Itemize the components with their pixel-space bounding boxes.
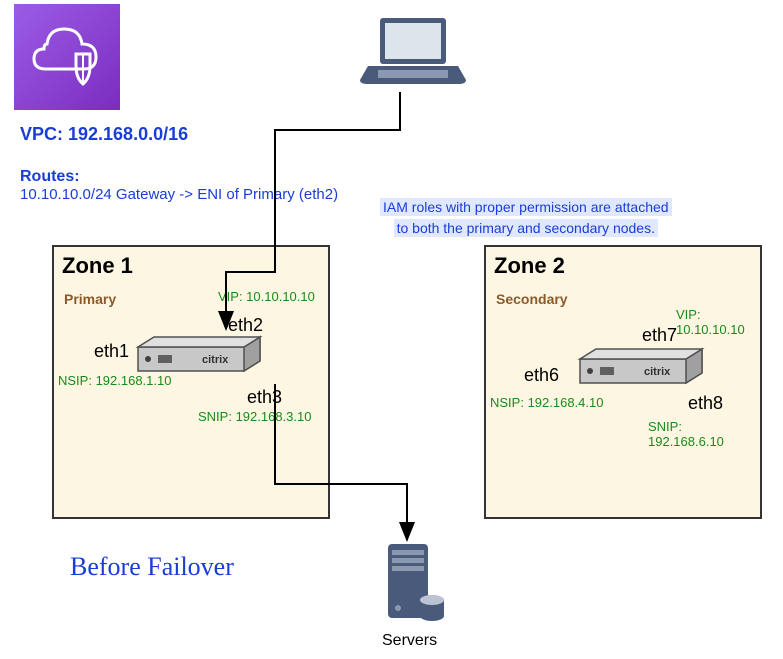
iam-note: IAM roles with proper permission are att… <box>380 198 672 238</box>
zone2-title: Zone 2 <box>494 253 565 279</box>
laptop-icon <box>358 14 468 99</box>
zone1-snip: SNIP: 192.168.3.10 <box>198 409 311 424</box>
zone2-role: Secondary <box>496 291 568 307</box>
svg-text:citrix: citrix <box>644 366 671 378</box>
zone1-title: Zone 1 <box>62 253 133 279</box>
routes-line: 10.10.10.0/24 Gateway -> ENI of Primary … <box>20 186 338 203</box>
zone1-role: Primary <box>64 291 116 307</box>
routes-title: Routes: <box>20 168 80 186</box>
zone2-eth-left: eth6 <box>524 365 559 386</box>
zone1-eth-left: eth1 <box>94 341 129 362</box>
server-icon <box>380 540 450 635</box>
zone1-box: Zone 1 Primary VIP: 10.10.10.10 eth2 eth… <box>52 245 330 519</box>
caption: Before Failover <box>70 552 234 582</box>
zone2-eth-bottom: eth8 <box>688 393 723 414</box>
zone2-snip: SNIP: 192.168.6.10 <box>648 419 760 449</box>
zone2-device-icon: citrix <box>576 345 706 396</box>
iam-note-line2: to both the primary and secondary nodes. <box>394 219 658 237</box>
servers-label: Servers <box>382 632 437 650</box>
zone1-device-icon: citrix <box>134 333 264 384</box>
vpc-icon <box>14 4 120 110</box>
vpc-label: VPC: 192.168.0.0/16 <box>20 124 188 145</box>
iam-note-line1: IAM roles with proper permission are att… <box>380 198 672 216</box>
svg-text:citrix: citrix <box>202 354 229 366</box>
zone2-nsip: NSIP: 192.168.4.10 <box>490 395 603 410</box>
zone1-vip: VIP: 10.10.10.10 <box>218 289 315 304</box>
zone2-box: Zone 2 Secondary VIP: 10.10.10.10 eth7 e… <box>484 245 762 519</box>
zone1-eth-bottom: eth3 <box>247 387 282 408</box>
zone2-eth-top: eth7 <box>642 325 677 346</box>
zone2-vip: VIP: 10.10.10.10 <box>676 307 760 337</box>
